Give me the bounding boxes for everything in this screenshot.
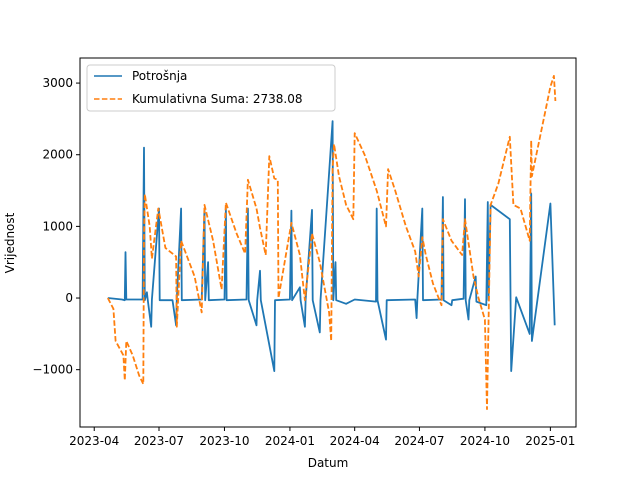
x-tick-label: 2024-04 [330,434,380,448]
y-axis-label: Vrijednost [3,212,17,273]
series-line-potrosnja [107,120,556,372]
plot-frame [79,57,577,428]
legend-box [86,64,336,112]
legend: Potrošnja Kumulativna Suma: 2738.08 [86,64,336,112]
x-tick-label: 2024-07 [394,434,444,448]
legend-label-potrosnja: Potrošnja [132,69,187,83]
x-tick-label: 2023-07 [134,434,184,448]
x-axis-label: Datum [308,456,349,470]
x-tick-label: 2023-04 [69,434,119,448]
y-tick-label: 3000 [42,76,73,90]
y-tick-label: 1000 [42,219,73,233]
x-tick-label: 2023-10 [199,434,249,448]
legend-label-kumulativna-suma: Kumulativna Suma: 2738.08 [132,92,303,106]
y-tick-label: 0 [65,291,73,305]
x-tick-label: 2025-01 [525,434,575,448]
series-layer [107,75,557,410]
y-tick-label: 2000 [42,148,73,162]
series-line-kumulativna-suma [107,75,557,410]
x-axis: 2023-04 2023-07 2023-10 2024-01 2024-04 2024-… [69,427,575,448]
x-tick-label: 2024-01 [265,434,315,448]
x-tick-label: 2024-10 [460,434,510,448]
y-axis: −1000 0 1000 2000 3000 [32,76,80,377]
y-tick-label: −1000 [32,363,73,377]
